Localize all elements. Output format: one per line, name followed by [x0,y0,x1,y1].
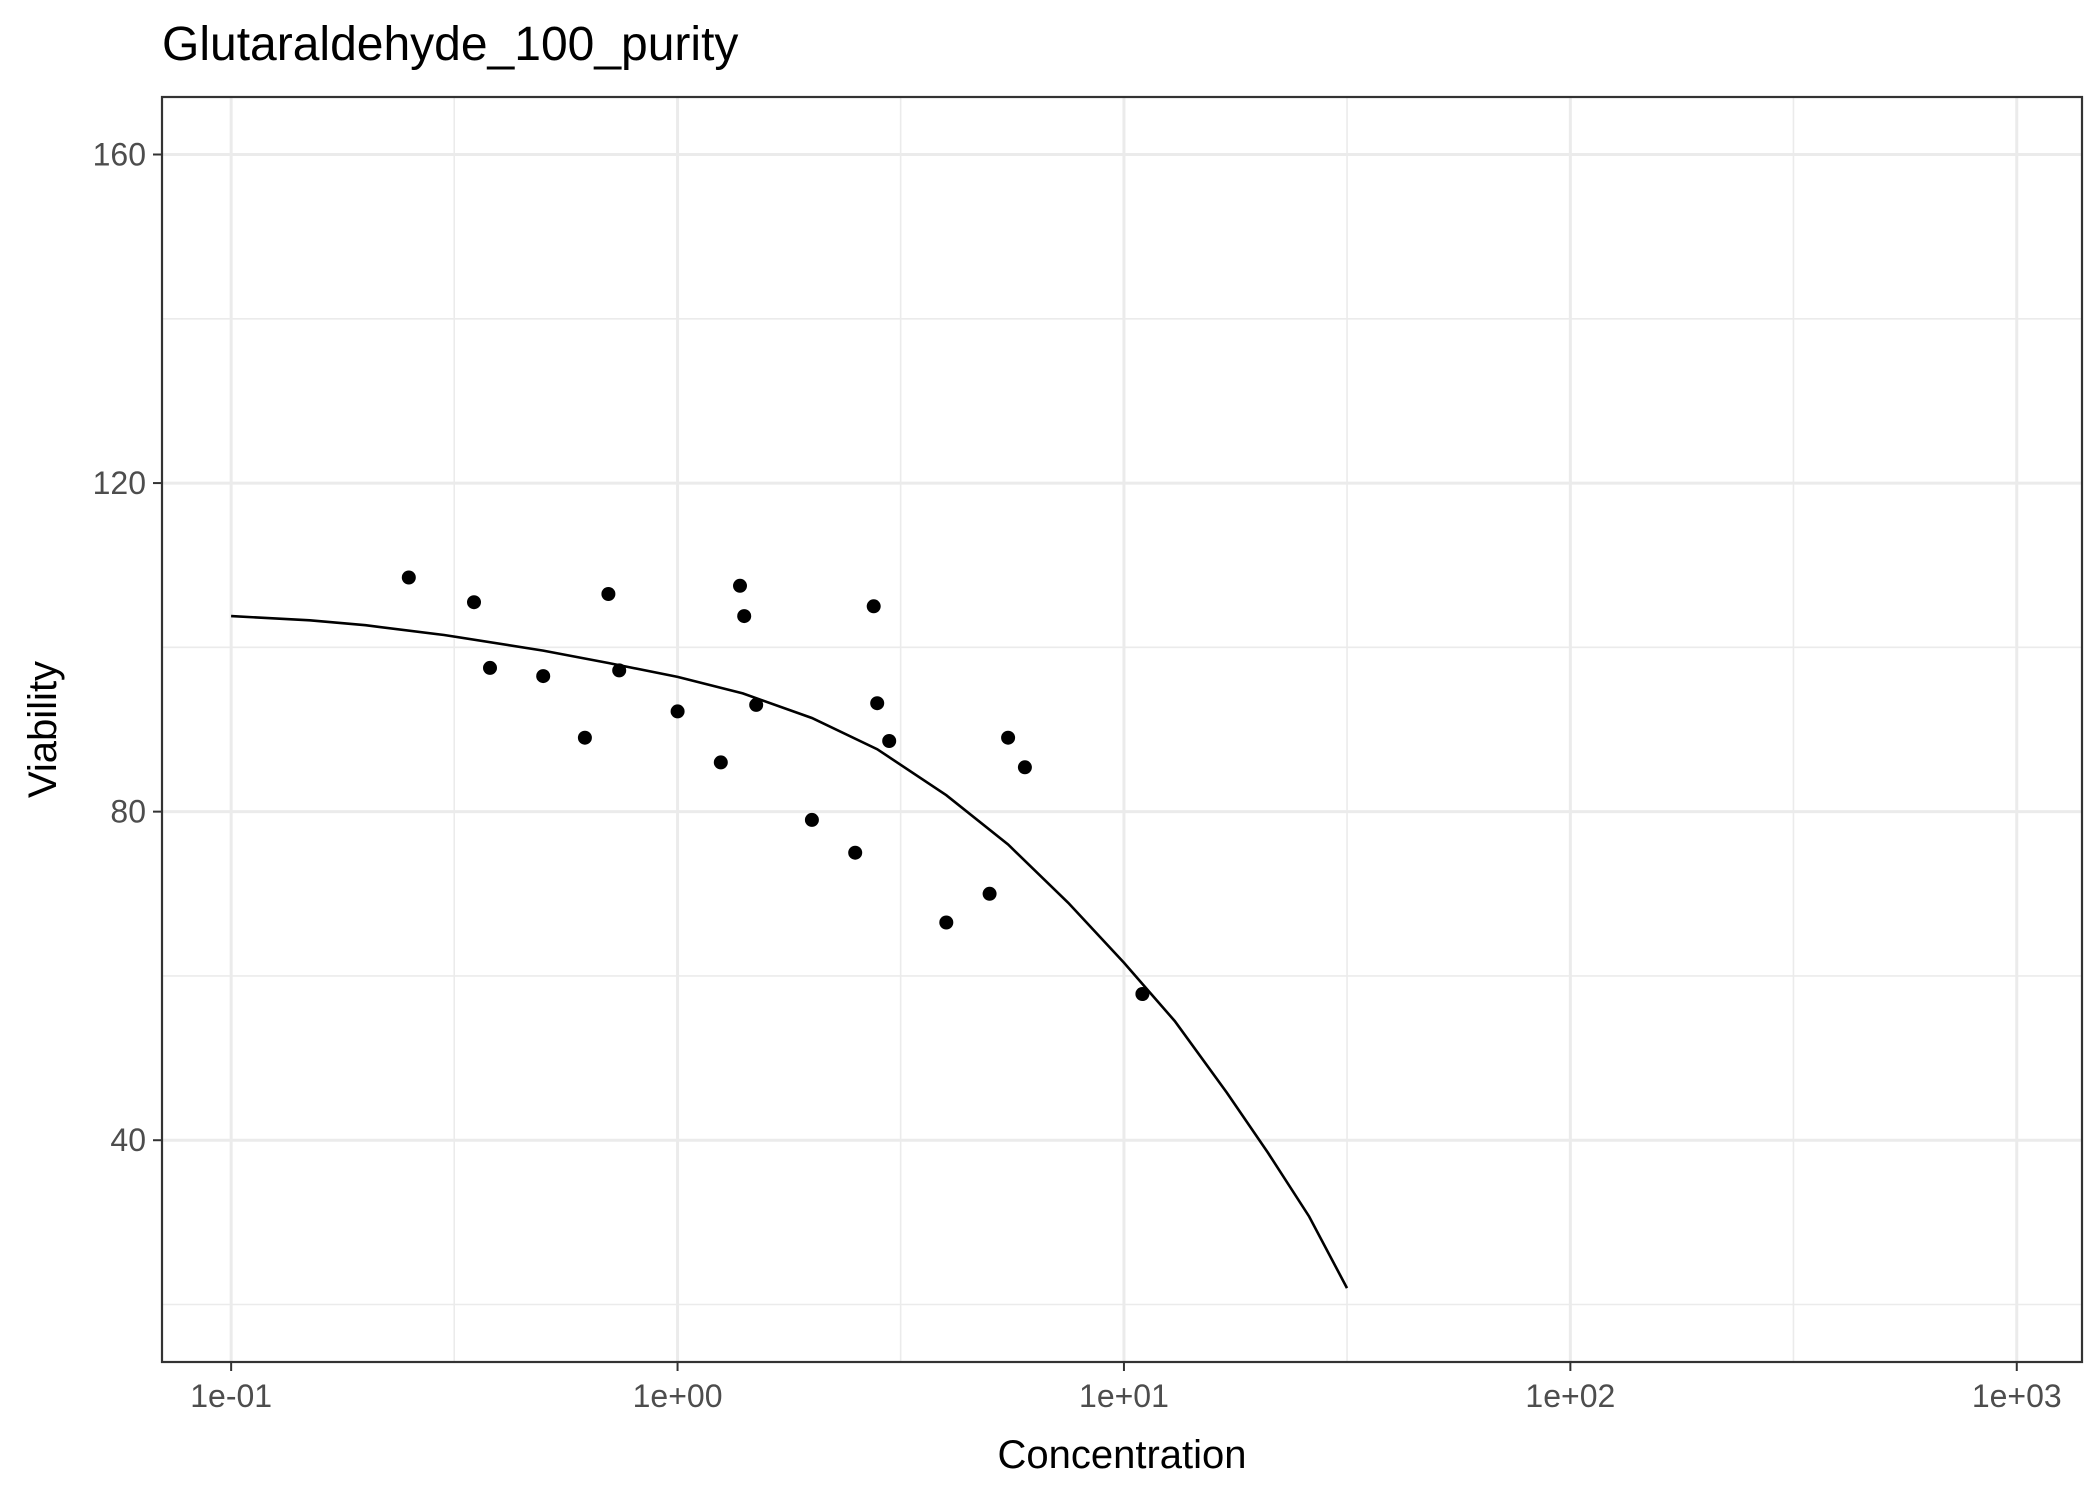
y-tick-label: 120 [93,465,146,501]
y-axis-title: Viability [21,661,65,798]
data-point [536,669,551,684]
y-axis: 40 80 120 160 [93,137,162,1158]
data-point [804,812,819,827]
data-point [939,915,954,930]
fit-curve [231,614,1349,1289]
grid [162,97,2082,1362]
data-point [1001,730,1016,745]
data-point [882,734,897,748]
data-point [982,886,997,901]
x-tick-label: 1e+03 [1972,1378,2062,1414]
data-point [670,704,685,719]
x-axis: 1e-01 1e+00 1e+01 1e+02 1e+03 [190,1362,2062,1414]
data-point [848,845,863,860]
x-tick-label: 1e+02 [1525,1378,1615,1414]
x-tick-label: 1e+01 [1079,1378,1169,1414]
y-tick-label: 80 [110,794,146,830]
data-point [601,587,616,601]
data-point [577,730,592,745]
data-point [870,696,885,711]
fit-curve-layer [231,614,1349,1289]
data-point [467,595,481,610]
data-point [1017,760,1032,775]
y-tick-label: 160 [93,137,146,173]
chart-title: Glutaraldehyde_100_purity [162,18,738,71]
data-point [483,660,497,675]
x-tick-label: 1e+00 [633,1378,723,1414]
x-axis-title: Concentration [997,1433,1246,1477]
plot-panel-border [160,95,2084,1364]
data-point [1135,987,1150,1001]
data-point [733,578,747,593]
data-point [713,755,728,770]
data-point [866,599,881,614]
data-point [749,697,764,712]
data-point [401,570,416,585]
y-tick-label: 40 [110,1122,146,1158]
data-point [612,663,627,678]
data-point [737,609,752,624]
data-points [401,570,1150,1001]
x-tick-label: 1e-01 [190,1378,272,1414]
